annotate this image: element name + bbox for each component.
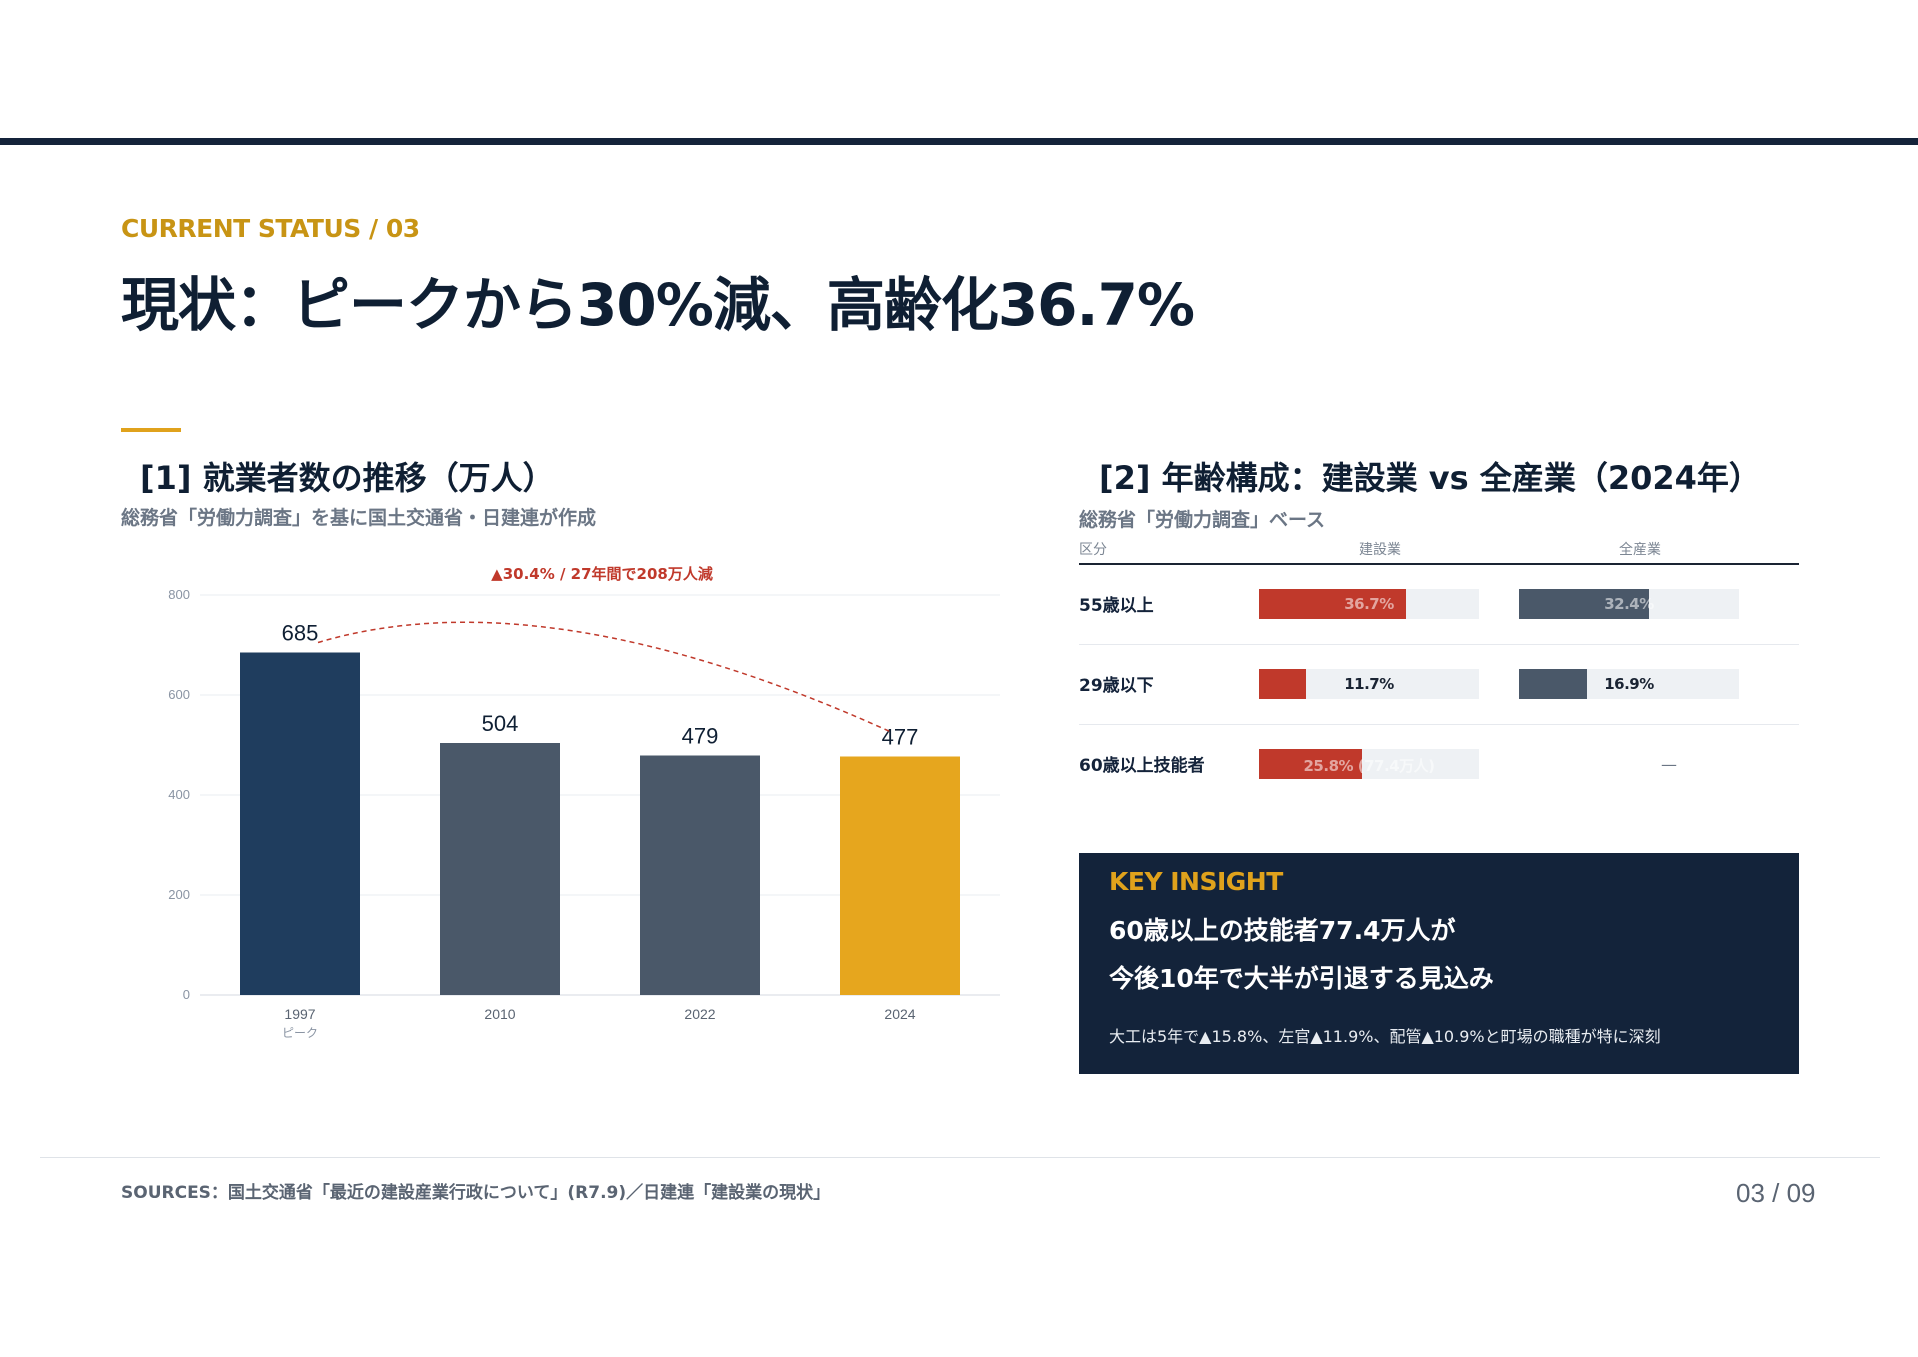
insight-headline-1: 60歳以上の技能者77.4万人が (1109, 916, 1456, 945)
decline-annotation: ▲30.4% / 27年間で208万人減 (491, 565, 713, 583)
accent-divider (121, 428, 181, 432)
construction-value: 25.8% (77.4万人) (1303, 757, 1435, 775)
page-number: 03 / 09 (1736, 1178, 1816, 1208)
all-industries-bar: 32.4% (1519, 589, 1739, 619)
bar-value-label: 504 (482, 711, 519, 736)
all-industries-bar-fill (1519, 669, 1587, 699)
all-industries-bar: 16.9% (1519, 669, 1739, 699)
table-row: 60歳以上技能者 25.8% (77.4万人) — (1079, 725, 1799, 804)
y-tick-label: 400 (168, 787, 190, 802)
x-tick-label: 2022 (684, 1006, 715, 1022)
insight-note: 大工は5年で▲15.8%、左官▲11.9%、配管▲10.9%と町場の職種が特に深… (1109, 1027, 1661, 1046)
y-tick-label: 600 (168, 687, 190, 702)
header-all-industries: 全産業 (1619, 542, 1661, 558)
construction-bar: 25.8% (77.4万人) (1259, 749, 1479, 779)
table-header: 区分 建設業 全産業 (1079, 535, 1799, 565)
x-tick-sublabel: ピーク (282, 1026, 318, 1040)
bar (840, 756, 960, 995)
not-applicable-dash: — (1661, 755, 1677, 774)
x-tick-label: 2010 (484, 1006, 515, 1022)
construction-value: 11.7% (1344, 675, 1394, 693)
employment-bar-chart: 0 200 400 600 800 685 1997 ピーク 504 2010 479 2022 477… (168, 565, 1000, 1040)
bar (240, 652, 360, 995)
all-industries-value: 32.4% (1604, 595, 1654, 613)
sources-note: SOURCES：国土交通省「最近の建設産業行政について」(R7.9)／日建連「建… (121, 1183, 831, 1203)
x-tick-label: 2024 (884, 1006, 915, 1022)
age-composition-table: 区分 建設業 全産業 55歳以上 36.7% 32.4% 29歳以下 11.7%… (1079, 535, 1799, 804)
section-eyebrow: CURRENT STATUS / 03 (121, 214, 420, 243)
construction-bar: 11.7% (1259, 669, 1479, 699)
construction-value: 36.7% (1344, 595, 1394, 613)
x-tick-label: 1997 (284, 1006, 315, 1022)
page-title: 現状：ピークから30%減、高齢化36.7% (121, 271, 1195, 339)
bar-value-label: 685 (282, 621, 319, 646)
key-insight-panel: KEY INSIGHT 60歳以上の技能者77.4万人が 今後10年で大半が引退… (1079, 853, 1799, 1074)
bar (640, 755, 760, 995)
insight-tag: KEY INSIGHT (1109, 867, 1283, 896)
age-table-subtitle: 総務省「労働力調査」ベース (1079, 509, 1326, 531)
bar (440, 743, 560, 995)
y-tick-label: 0 (183, 987, 190, 1002)
construction-bar-fill (1259, 749, 1363, 779)
y-tick-label: 800 (168, 587, 190, 602)
table-row: 29歳以下 11.7% 16.9% (1079, 645, 1799, 725)
row-label: 29歳以下 (1079, 676, 1154, 696)
all-industries-value: 16.9% (1604, 675, 1654, 693)
header-construction: 建設業 (1359, 542, 1401, 558)
construction-bar-fill (1259, 589, 1406, 619)
y-tick-label: 200 (168, 887, 190, 902)
row-label: 55歳以上 (1079, 596, 1154, 616)
top-rule (0, 138, 1918, 145)
bar-value-label: 477 (882, 725, 919, 750)
construction-bar: 36.7% (1259, 589, 1479, 619)
age-table-title: [2] 年齢構成：建設業 vs 全産業（2024年） (1099, 459, 1761, 497)
row-label: 60歳以上技能者 (1079, 756, 1205, 776)
table-row: 55歳以上 36.7% 32.4% (1079, 565, 1799, 645)
header-category: 区分 (1079, 542, 1107, 558)
construction-bar-fill (1259, 669, 1306, 699)
chart-subtitle: 総務省「労働力調査」を基に国土交通省・日建連が作成 (121, 507, 597, 529)
all-industries-bar-fill (1519, 589, 1649, 619)
footer-divider (40, 1157, 1880, 1158)
bar-value-label: 479 (682, 724, 719, 749)
chart-title: [1] 就業者数の推移（万人） (140, 459, 555, 497)
trend-arc (317, 621, 893, 734)
insight-headline-2: 今後10年で大半が引退する見込み (1109, 964, 1494, 993)
